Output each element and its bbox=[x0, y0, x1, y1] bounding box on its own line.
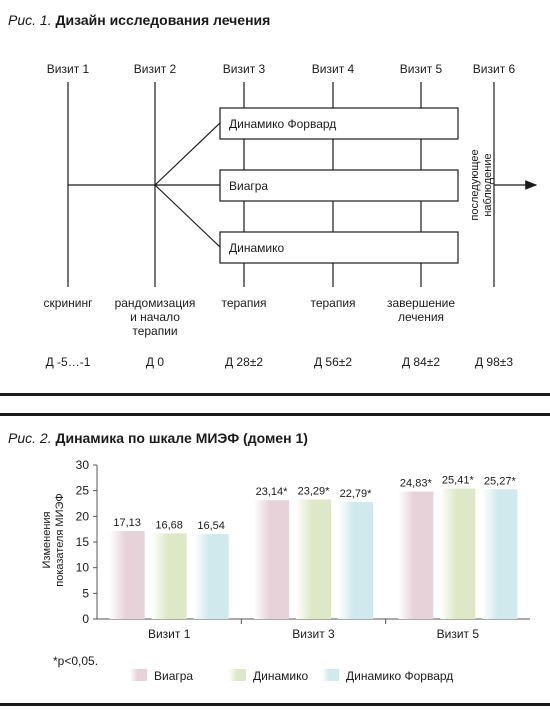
arm-label: Динамико Форвард bbox=[229, 117, 336, 131]
visit-label: Визит 1 bbox=[47, 62, 90, 76]
randomization-branch bbox=[154, 184, 221, 248]
stage-label: лечения bbox=[398, 310, 444, 324]
stage-label: рандомизация bbox=[115, 296, 196, 310]
category-label: Визит 3 bbox=[292, 627, 335, 641]
y-axis-label-line: показателя МИЭФ bbox=[54, 493, 66, 586]
y-tick-label: 15 bbox=[76, 535, 90, 549]
bar bbox=[193, 534, 229, 619]
y-tick-label: 10 bbox=[76, 561, 90, 575]
figure1-title: Дизайн исследования лечения bbox=[55, 12, 271, 28]
category-label: Визит 1 bbox=[148, 627, 191, 641]
data-label: 25,27* bbox=[484, 475, 517, 487]
y-axis-label-line: Изменения bbox=[41, 511, 53, 568]
data-label: 23,29* bbox=[298, 485, 331, 497]
stage-label: завершение bbox=[387, 296, 455, 310]
bar bbox=[109, 531, 145, 619]
arm-box-viagra bbox=[219, 169, 459, 202]
y-tick-label: 25 bbox=[76, 484, 90, 498]
figure2-number: Рис. 2. bbox=[8, 430, 52, 446]
day-label: Д 56±2 bbox=[314, 355, 352, 369]
data-label: 25,41* bbox=[442, 475, 475, 487]
day-label: Д 28±2 bbox=[225, 355, 263, 369]
visit-label: Визит 5 bbox=[400, 62, 443, 76]
footnote: *p<0,05. bbox=[53, 654, 99, 668]
visit-label: Визит 2 bbox=[134, 62, 177, 76]
data-label: 22,79* bbox=[340, 488, 373, 500]
bar bbox=[482, 489, 518, 619]
arm-label: Виагра bbox=[229, 179, 268, 193]
arm-box-dinamiko bbox=[219, 231, 459, 264]
legend-swatch bbox=[229, 669, 246, 681]
data-label: 17,13 bbox=[113, 517, 141, 529]
study-design-diagram: Визит 1 Визит 2 Визит 3 Визит 4 Визит 5 … bbox=[44, 62, 538, 369]
figure1-caption: Рис. 1. Дизайн исследования лечения bbox=[8, 12, 270, 28]
day-label: Д 84±2 bbox=[402, 355, 440, 369]
y-tick-label: 0 bbox=[82, 612, 89, 626]
figure2-title: Динамика по шкале МИЭФ (домен 1) bbox=[55, 430, 308, 446]
stage-label: терапия bbox=[221, 296, 266, 310]
figure2-caption: Рис. 2. Динамика по шкале МИЭФ (домен 1) bbox=[8, 430, 308, 446]
legend-label: Динамико bbox=[253, 669, 308, 683]
bar-chart: 0 5 10 15 20 25 30 Измененияпоказателя МИЭФ Виз… bbox=[41, 458, 530, 683]
bar bbox=[151, 533, 187, 619]
followup-label: последующее bbox=[469, 149, 481, 220]
legend-swatch bbox=[322, 669, 339, 681]
bar bbox=[254, 500, 289, 619]
bar bbox=[398, 491, 434, 619]
stage-label: терапия bbox=[310, 296, 355, 310]
bar bbox=[440, 488, 476, 619]
legend-swatch bbox=[130, 669, 147, 681]
randomization-branch bbox=[154, 122, 221, 186]
y-axis-label: Измененияпоказателя МИЭФ bbox=[41, 493, 66, 586]
bar bbox=[338, 502, 373, 619]
arm-box-dinamiko-forward bbox=[219, 107, 459, 140]
day-label: Д 98±3 bbox=[475, 355, 513, 369]
legend-label: Динамико Форвард bbox=[346, 669, 453, 683]
stage-label: и начало bbox=[130, 310, 180, 324]
visit-label: Визит 6 bbox=[473, 62, 516, 76]
figure1-number: Рис. 1. bbox=[8, 12, 52, 28]
legend-label: Виагра bbox=[154, 669, 193, 683]
visit-label: Визит 3 bbox=[223, 62, 266, 76]
y-tick-label: 20 bbox=[76, 509, 90, 523]
figure1-bottom-rule bbox=[0, 393, 550, 396]
figure2-top-rule bbox=[0, 413, 550, 416]
stage-label: терапии bbox=[132, 324, 177, 338]
figure2-bottom-rule bbox=[0, 703, 550, 706]
day-label: Д -5…-1 bbox=[46, 355, 91, 369]
stage-label: скрининг bbox=[44, 296, 94, 310]
bar bbox=[296, 499, 331, 619]
followup-label: наблюдение bbox=[482, 153, 494, 216]
arm-label: Динамико bbox=[229, 241, 284, 255]
data-label: 16,54 bbox=[197, 520, 225, 532]
data-label: 16,68 bbox=[155, 519, 183, 531]
category-label: Визит 5 bbox=[437, 627, 480, 641]
y-tick-label: 5 bbox=[82, 586, 89, 600]
data-label: 24,83* bbox=[400, 478, 433, 490]
y-tick-label: 30 bbox=[76, 458, 90, 472]
day-label: Д 0 bbox=[146, 355, 164, 369]
visit-label: Визит 4 bbox=[312, 62, 355, 76]
data-label: 23,14* bbox=[256, 486, 289, 498]
